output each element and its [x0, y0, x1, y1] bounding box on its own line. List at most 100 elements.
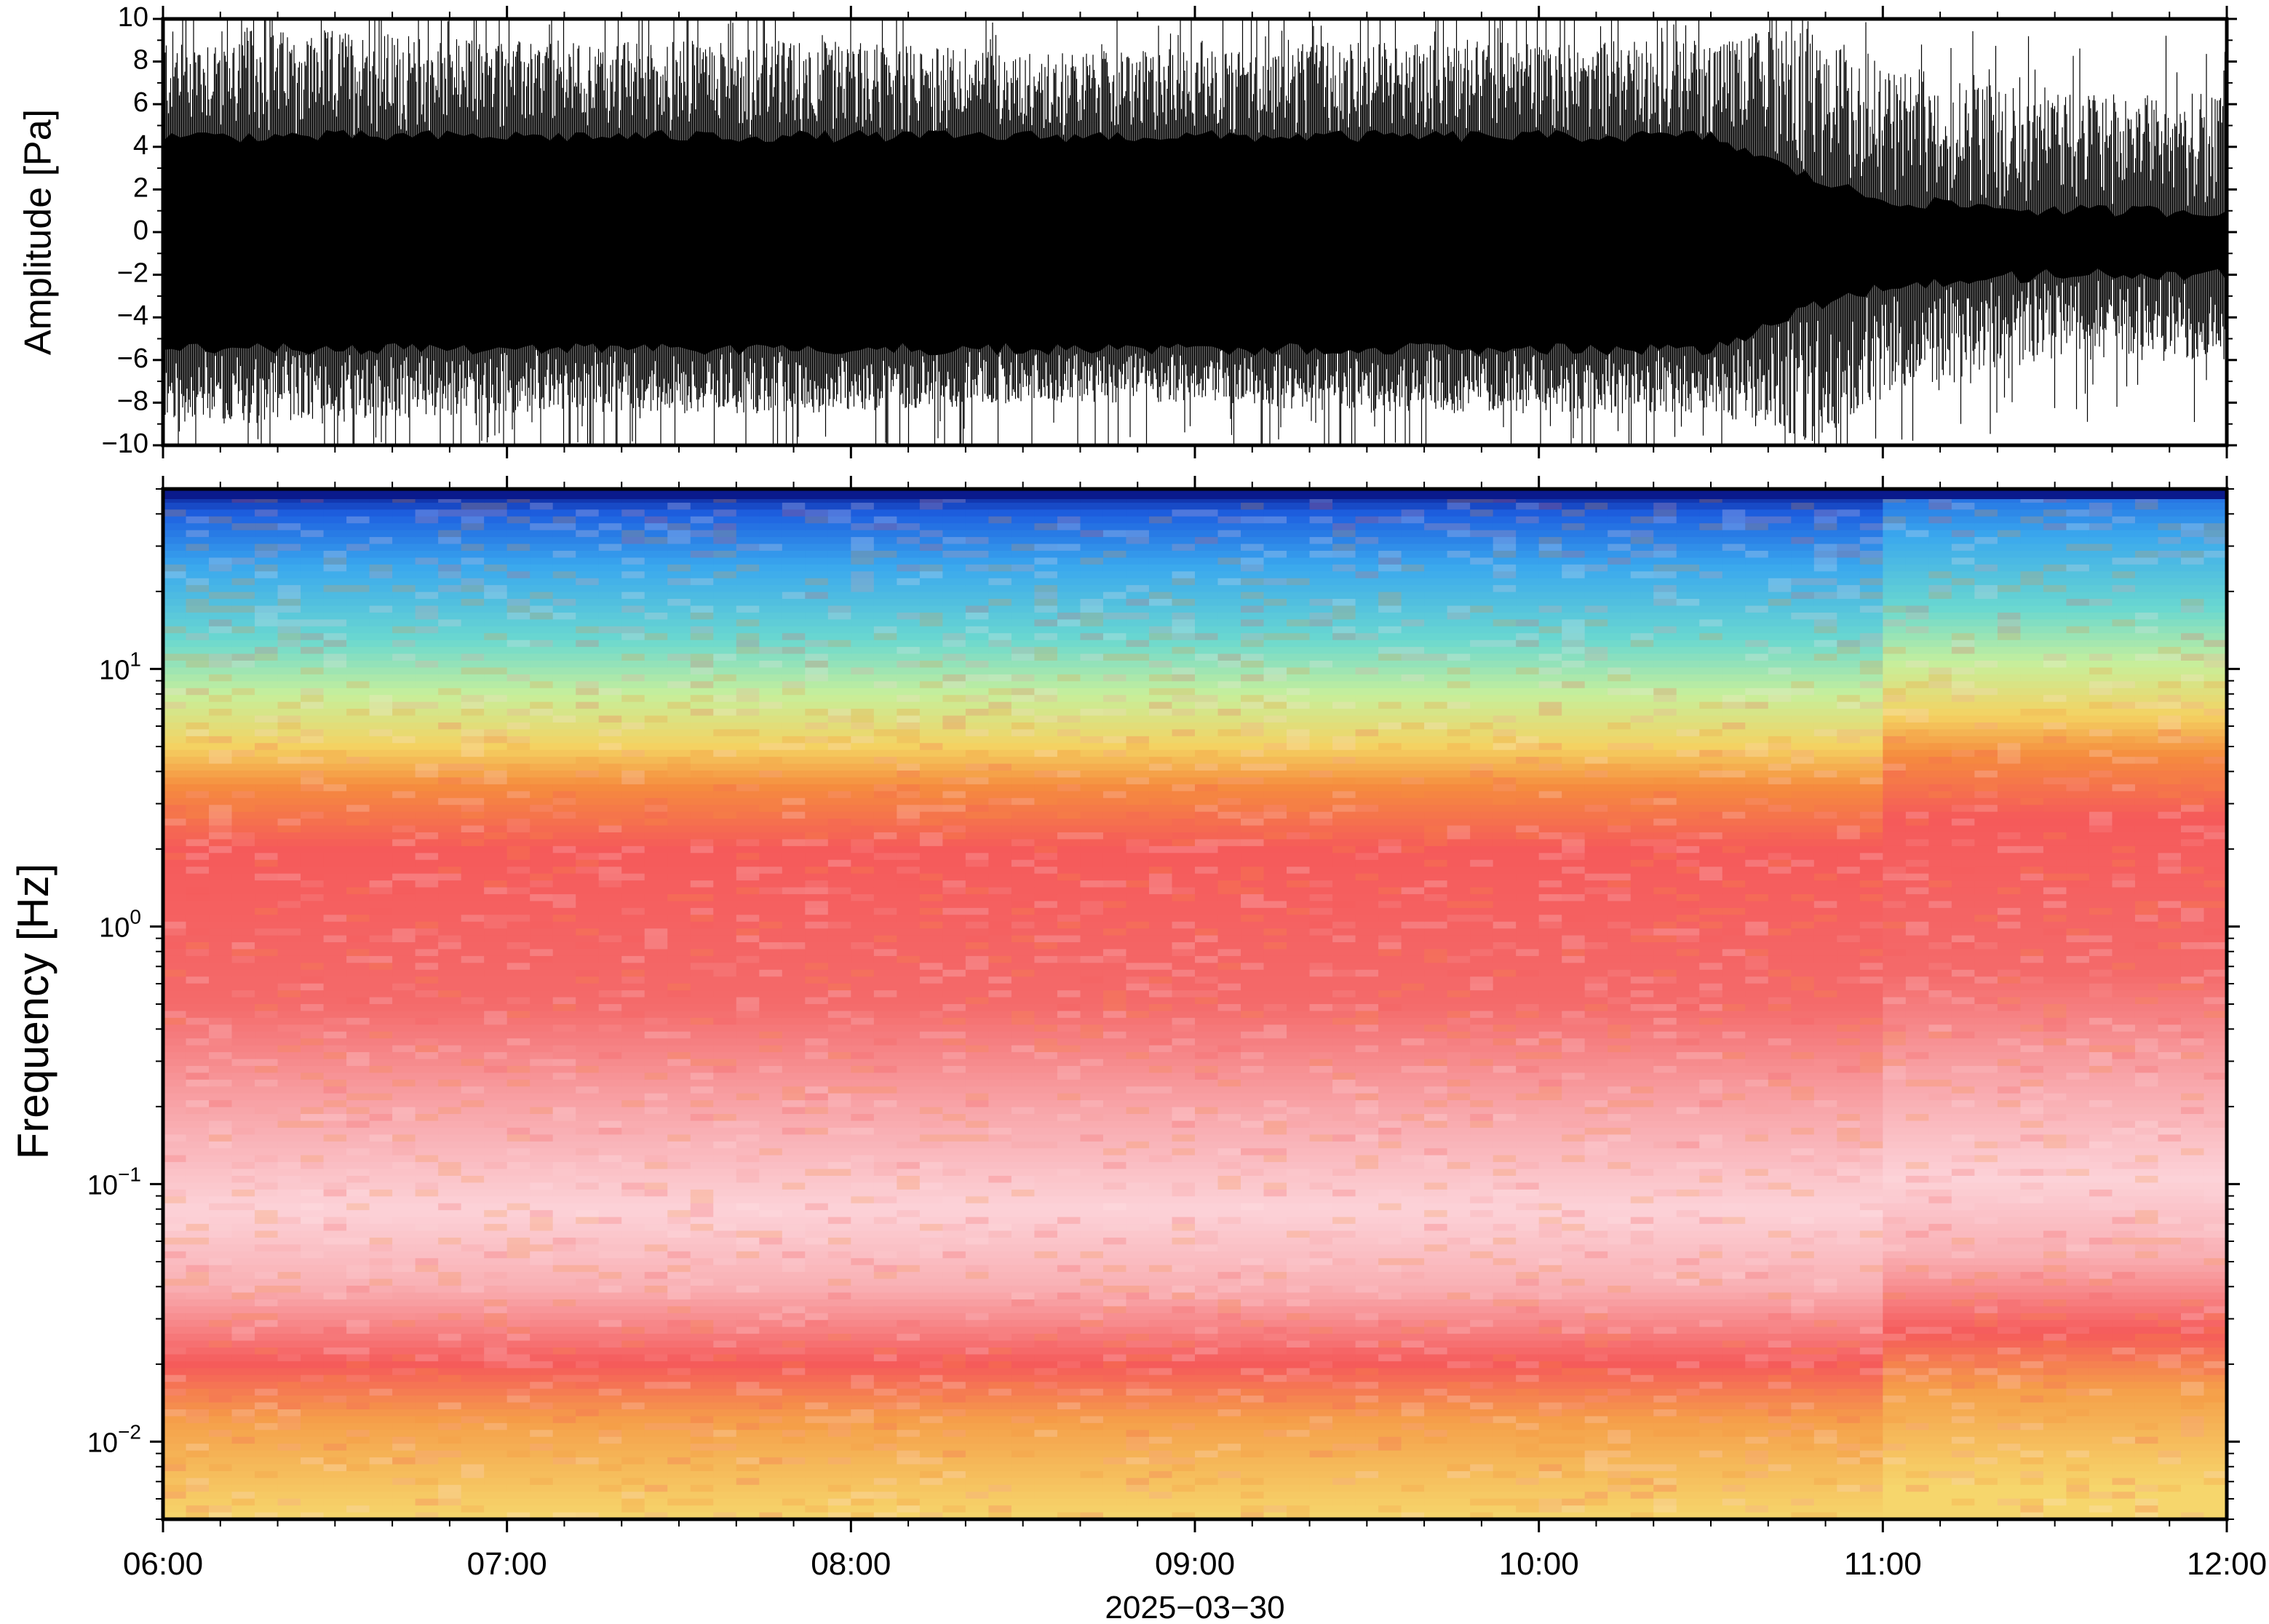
spectrogram-cell — [736, 1086, 760, 1094]
spectrogram-cell — [301, 509, 325, 517]
spectrogram-cell — [231, 1230, 255, 1238]
spectrogram-cell — [346, 571, 370, 579]
spectrogram-cell — [186, 1114, 210, 1122]
spectrogram-cell — [415, 1306, 439, 1314]
spectrogram-cell — [690, 893, 714, 901]
spectrogram-cell — [621, 1107, 645, 1115]
spectrogram-cell — [782, 1348, 806, 1356]
spectrogram-cell — [873, 893, 897, 901]
spectrogram-cell — [851, 578, 875, 586]
spectrogram-cell — [690, 1258, 714, 1266]
spectrogram-cell — [576, 771, 600, 779]
spectrogram-cell — [667, 825, 691, 833]
spectrogram-cell — [576, 1210, 600, 1218]
spectrogram-cell — [805, 729, 829, 737]
spectrogram-cell — [438, 845, 462, 853]
spectrogram-cell — [369, 1244, 393, 1252]
spectrogram-cell — [484, 1127, 508, 1135]
spectrogram-cell — [621, 921, 645, 929]
spectrogram-cell — [461, 825, 485, 833]
spectrogram-cell — [805, 901, 829, 909]
spectrogram-cell — [484, 983, 508, 991]
spectrogram-cell — [323, 605, 347, 613]
spectrogram-cell — [392, 647, 416, 655]
spectrogram-cell — [530, 688, 554, 696]
spectrogram-cell — [690, 1203, 714, 1211]
spectrogram-cell — [621, 1244, 645, 1252]
spectrogram-cell — [209, 1286, 233, 1294]
spectrogram-cell — [759, 530, 783, 538]
spectrogram-cell — [506, 1374, 531, 1382]
spectrogram-cell — [736, 1072, 760, 1080]
spectrogram-cell — [461, 661, 485, 669]
spectrogram-cell — [369, 976, 393, 984]
spectrogram-cell — [163, 1313, 187, 1321]
spectrogram-cell — [415, 626, 439, 634]
spectrogram-cell — [851, 1038, 875, 1046]
spectrogram-cell — [851, 1450, 875, 1458]
spectrogram-cell — [851, 935, 875, 943]
spectrogram-cell — [644, 1017, 668, 1025]
spectrogram-cell — [598, 1244, 622, 1252]
spectrogram-cell — [255, 1272, 279, 1280]
spectrogram-cell — [438, 797, 462, 805]
spectrogram-cell — [231, 599, 255, 607]
spectrogram-cell — [369, 1334, 393, 1342]
spectrogram-cell — [873, 1100, 897, 1108]
spectrogram-cell — [255, 749, 279, 757]
spectrogram-cell — [576, 1361, 600, 1369]
spectrogram-cell — [713, 887, 737, 895]
spectrogram-cell — [209, 1217, 233, 1225]
spectrogram-cell — [667, 907, 691, 915]
spectrogram-cell — [461, 1244, 485, 1252]
spectrogram-cell — [598, 564, 622, 572]
spectrogram-cell — [759, 661, 783, 669]
spectrogram-cell — [621, 1313, 645, 1321]
spectrogram-cell — [438, 1203, 462, 1211]
spectrogram-cell — [713, 997, 737, 1005]
spectrogram-cell — [392, 1505, 416, 1513]
spectrogram-cell — [438, 1017, 462, 1025]
spectrogram-cell — [231, 1182, 255, 1190]
spectrogram-cell — [827, 1079, 851, 1087]
spectrogram-cell — [369, 653, 393, 661]
spectrogram-cell — [255, 1155, 279, 1163]
spectrogram-cell — [644, 1072, 668, 1080]
spectrogram-cell — [552, 1450, 576, 1458]
spectrogram-cell — [736, 1100, 760, 1108]
spectrogram-cell — [277, 564, 301, 572]
spectrogram-cell — [163, 949, 187, 957]
spectrogram-cell — [277, 1313, 301, 1321]
spectrogram-cell — [438, 963, 462, 971]
spectrogram-cell — [438, 1176, 462, 1184]
spectrogram-cell — [827, 915, 851, 923]
spectrogram-cell — [277, 1059, 301, 1067]
spectrogram-cell — [644, 1416, 668, 1424]
spectrogram-cell — [644, 1134, 668, 1142]
spectrogram-cell — [713, 1457, 737, 1465]
spectrogram-cell — [369, 893, 393, 901]
spectrogram-cell — [576, 1278, 600, 1286]
spectrogram-cell — [713, 647, 737, 655]
spectrogram-cell — [438, 1388, 462, 1396]
spectrogram-cell — [186, 1313, 210, 1321]
spectrogram-cell — [827, 729, 851, 737]
spectrogram-cell — [897, 661, 921, 669]
spectrogram-cell — [851, 715, 875, 723]
spectrogram-cell — [369, 997, 393, 1005]
spectrogram-cell — [255, 1093, 279, 1101]
spectrogram-cell — [438, 722, 462, 730]
spectrogram-cell — [827, 949, 851, 957]
spectrogram-cell — [255, 709, 279, 717]
spectrogram-cell — [827, 1182, 851, 1190]
spectrogram-cell — [484, 1402, 508, 1410]
spectrogram-cell — [667, 1368, 691, 1376]
spectrogram-cell — [713, 963, 737, 971]
spectrogram-cell — [186, 1045, 210, 1053]
spectrogram-cell — [415, 1484, 439, 1492]
spectrogram-cell — [255, 797, 279, 805]
spectrogram-cell — [598, 1059, 622, 1067]
spectrogram-cell — [552, 1134, 576, 1142]
spectrogram-cell — [301, 502, 325, 510]
spectrogram-cell — [576, 859, 600, 867]
